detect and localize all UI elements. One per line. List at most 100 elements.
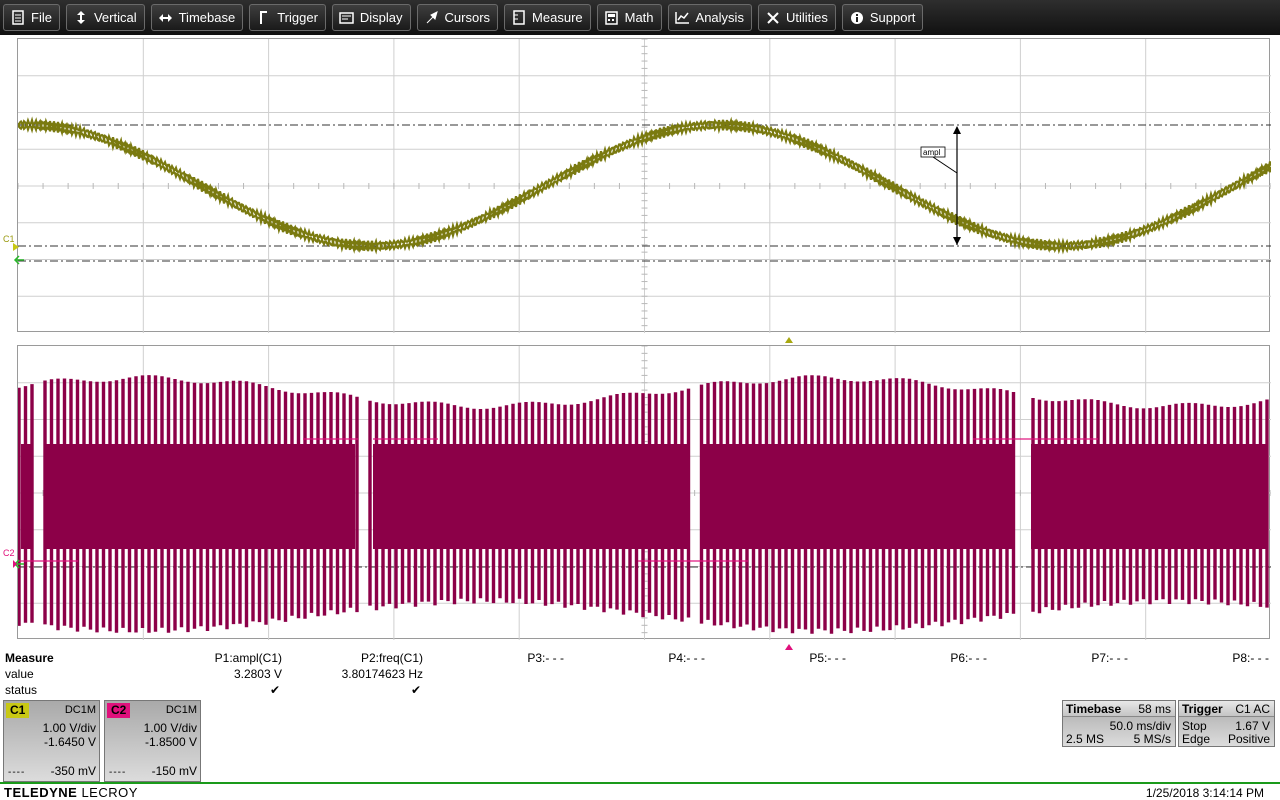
c1-coupling: DC1M [64,704,96,716]
ampl-leader-line [932,156,958,174]
analysis-chart-icon [675,10,691,26]
c1-offset: -1.6450 V [43,735,96,749]
timebase-header [1063,701,1175,717]
timebase-title: Timebase [1066,702,1122,716]
trigger-level-marker[interactable] [13,254,25,265]
ampl-arrow-up-icon [953,126,961,134]
c2-tag: C2 [107,703,131,718]
trigger-position-icon [785,644,793,650]
c2-waveform-grid[interactable] [17,345,1271,640]
c2-offset: -1.8500 V [144,735,197,749]
menu-math-button[interactable]: Math [596,4,662,31]
menu-bar: File Vertical Timebase Trigger Display C… [0,0,1280,35]
c2-burst-core [373,444,687,549]
footer-bar: TELEDYNE LECROY 1/25/2018 3:14:14 PM [0,782,1280,800]
timebase-tdiv: 50.0 ms/div [1109,719,1171,733]
c2-dashes: ---- [109,767,127,778]
display-icon [339,10,355,26]
file-icon [10,10,26,26]
trigger-delay-marker-c2[interactable] [784,640,794,650]
menu-support-button[interactable]: Support [841,4,924,31]
p8-label[interactable]: P8:- - - [1232,651,1269,665]
measure-header: Measure [5,651,54,665]
ampl-marker-label: ampl [923,148,941,157]
trigger-slope: Positive [1227,732,1270,746]
p1-value: 3.2803 V [233,667,282,681]
timebase-box[interactable]: Timebase 58 ms 50.0 ms/div 2.5 MS 5 MS/s [1062,700,1176,747]
c2-offset-marker[interactable] [13,558,25,569]
p2-label[interactable]: P2:freq(C1) [360,651,423,665]
horizontal-arrows-icon [158,10,174,26]
menu-utilities-button[interactable]: Utilities [757,4,836,31]
trigger-source: C1 AC [1235,702,1270,716]
p4-label[interactable]: P4:- - - [668,651,705,665]
c2-coupling: DC1M [165,704,197,716]
c1-offset-marker[interactable] [13,240,19,251]
p1-status-check: ✔ [269,683,280,697]
cursor-icon [424,10,440,26]
c2-vdiv: 1.00 V/div [143,721,197,735]
p7-label[interactable]: P7:- - - [1091,651,1128,665]
brand-logo: TELEDYNE LECROY [4,785,138,800]
trigger-level: 1.67 V [1235,719,1270,733]
menu-display-label: Display [359,10,403,25]
c1-descriptor-box[interactable]: C1 DC1M 1.00 V/div -1.6450 V ---- -350 m… [3,700,100,782]
measure-icon [511,10,527,26]
menu-support-label: Support [869,10,916,25]
c1-offset-marker-icon [13,243,19,251]
c1-bottom-value: -350 mV [50,764,96,778]
p5-label[interactable]: P5:- - - [809,651,846,665]
trigger-delay-marker-c1[interactable] [784,333,794,343]
datetime: 1/25/2018 3:14:14 PM [1145,786,1264,800]
trigger-title: Trigger [1182,702,1223,716]
c2-descriptor-box[interactable]: C2 DC1M 1.00 V/div -1.8500 V ---- -150 m… [104,700,201,782]
menu-trigger-label: Trigger [277,10,318,25]
menu-measure-button[interactable]: Measure [504,4,591,31]
c2-trace-label: C2 [3,548,15,558]
c1-trace-label: C1 [3,234,15,244]
vertical-arrows-icon [73,10,89,26]
menu-vertical-button[interactable]: Vertical [65,4,145,31]
c1-sine-trace [18,120,1271,255]
p3-label[interactable]: P3:- - - [527,651,564,665]
p2-value: 3.80174623 Hz [341,667,423,681]
menu-analysis-label: Analysis [695,10,744,25]
p6-label[interactable]: P6:- - - [950,651,987,665]
trigger-box[interactable]: Trigger C1 AC Stop 1.67 V Edge Positive [1178,700,1275,747]
c1-sine-trace [18,116,1271,251]
menu-measure-label: Measure [532,10,583,25]
menu-trigger-button[interactable]: Trigger [249,4,326,31]
measure-table[interactable]: Measure value status P1:ampl(C1) 3.2803 … [0,650,1280,698]
timebase-rate: 5 MS/s [1133,732,1171,746]
p2-status-check: ✔ [410,683,421,697]
measure-row-value-label: value [5,667,34,681]
trigger-header [1179,701,1274,717]
c1-dashes: ---- [8,767,26,778]
menu-vertical-label: Vertical [93,10,137,25]
trigger-level-arrow-icon [13,255,24,265]
menu-file-button[interactable]: File [3,4,60,31]
calculator-icon [604,10,620,26]
menu-analysis-button[interactable]: Analysis [667,4,752,31]
c2-offset-arrow-icon [13,559,24,569]
c1-waveform-grid[interactable]: ampl [17,38,1271,333]
menu-utilities-label: Utilities [785,10,828,25]
c2-waveform-plot [18,346,1271,640]
trigger-icon [256,10,272,26]
c1-tag: C1 [6,703,30,718]
p1-label[interactable]: P1:ampl(C1) [214,651,282,665]
menu-timebase-button[interactable]: Timebase [150,4,244,31]
trigger-position-icon [785,337,793,343]
c1-waveform-plot: ampl [18,39,1271,333]
menu-display-button[interactable]: Display [331,4,411,31]
trigger-mode: Stop [1182,719,1207,733]
menu-file-label: File [31,10,52,25]
brand-rest: LECROY [77,785,138,800]
brand-bold: TELEDYNE [4,785,78,800]
timebase-samples: 2.5 MS [1066,732,1105,746]
timebase-delay: 58 ms [1138,702,1171,716]
menu-timebase-label: Timebase [178,10,236,25]
tools-icon [765,10,781,26]
measure-row-status-label: status [5,683,38,697]
menu-cursors-button[interactable]: Cursors [416,4,499,31]
